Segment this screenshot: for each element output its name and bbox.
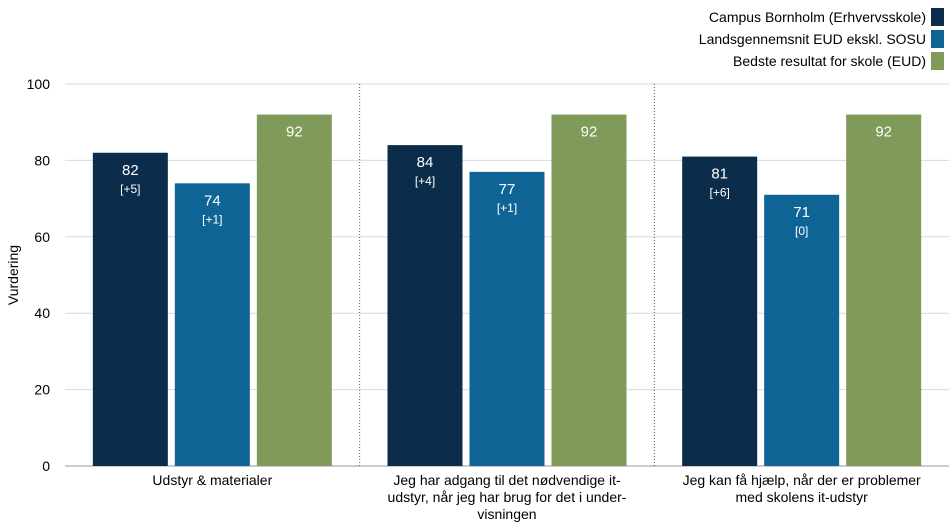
category-label-line: Jeg har adgang til det nødvendige it- bbox=[393, 472, 621, 488]
legend-entry-label: Landsgennemsnit EUD ekskl. SOSU bbox=[699, 31, 926, 47]
category-label: Jeg har adgang til det nødvendige it-uds… bbox=[388, 472, 627, 522]
bar-value-label: 92 bbox=[581, 124, 598, 141]
bar-diff-label: [+1] bbox=[202, 212, 222, 226]
bar-value-label: 71 bbox=[793, 204, 810, 221]
bar bbox=[682, 156, 758, 466]
bar-value-label: 84 bbox=[417, 154, 434, 171]
category-label-line: Udstyr & materialer bbox=[152, 472, 272, 488]
category-label-line: med skolens it-udstyr bbox=[736, 489, 869, 505]
bar bbox=[764, 194, 840, 466]
category-label-line: udstyr, når jeg har brug for det i under… bbox=[388, 489, 627, 505]
y-tick-label: 20 bbox=[34, 382, 50, 398]
category-labels: Udstyr & materialer Jeg har adgang til de… bbox=[152, 472, 921, 522]
bar bbox=[92, 152, 168, 466]
legend-swatch bbox=[931, 30, 944, 48]
bar-value-label: 92 bbox=[286, 124, 303, 141]
y-tick-label: 100 bbox=[27, 76, 51, 92]
bar-value-label: 92 bbox=[875, 124, 892, 141]
legend-entry-label: Bedste resultat for skole (EUD) bbox=[733, 53, 926, 69]
y-axis-label: Vurdering bbox=[5, 245, 21, 305]
bar-value-label: 77 bbox=[499, 181, 516, 198]
legend-swatch bbox=[931, 8, 944, 26]
bar-diff-label: [+4] bbox=[415, 174, 435, 188]
legend: Campus Bornholm (Erhvervsskole) Landsgenn… bbox=[699, 8, 944, 70]
y-tick-label: 0 bbox=[42, 458, 50, 474]
bar-value-label: 81 bbox=[711, 166, 728, 183]
bar bbox=[256, 114, 332, 466]
bar bbox=[551, 114, 627, 466]
category-label: Udstyr & materialer bbox=[152, 472, 272, 488]
y-tick-label: 40 bbox=[34, 305, 50, 321]
y-tick-label: 60 bbox=[34, 229, 50, 245]
bar-value-label: 74 bbox=[204, 192, 221, 209]
category-label: Jeg kan få hjælp, når der er problemer me… bbox=[683, 472, 921, 505]
bar-diff-label: [+5] bbox=[120, 182, 140, 196]
category-label-line: visningen bbox=[477, 506, 536, 522]
bars: 82 [+5] 74 [+1] 92 84 [+4] 77 [+1] 92 81 [+6] 71 [0] 9… bbox=[92, 114, 922, 467]
bar bbox=[174, 183, 250, 466]
bar-value-label: 82 bbox=[122, 162, 139, 179]
category-label-line: Jeg kan få hjælp, når der er problemer bbox=[683, 472, 921, 488]
bar bbox=[469, 171, 545, 467]
bar bbox=[846, 114, 922, 466]
y-axis-ticks: 0 20 40 60 80 100 bbox=[27, 76, 51, 474]
legend-entry-label: Campus Bornholm (Erhvervsskole) bbox=[709, 9, 926, 25]
bar bbox=[387, 145, 463, 466]
bar-diff-label: [0] bbox=[795, 224, 808, 238]
legend-swatch bbox=[931, 52, 944, 70]
bar-diff-label: [+6] bbox=[709, 186, 729, 200]
bar-diff-label: [+1] bbox=[497, 201, 517, 215]
y-tick-label: 80 bbox=[34, 152, 50, 168]
